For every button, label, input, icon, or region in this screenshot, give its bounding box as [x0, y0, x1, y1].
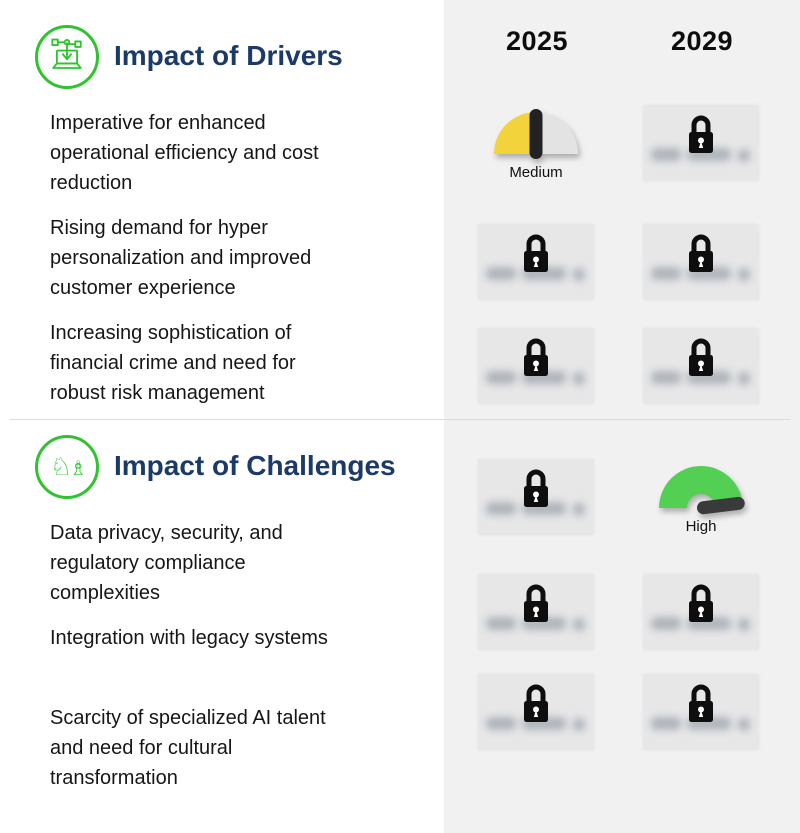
- lock-icon: [689, 115, 713, 153]
- redacted-text-blob: [651, 267, 681, 280]
- locked-cell-drivers-row1-2029[interactable]: [643, 105, 759, 181]
- drivers-section-icon: [35, 25, 99, 89]
- lock-icon: [524, 584, 548, 622]
- gauge-dial-medium: [494, 109, 578, 159]
- column-header-2025: 2025: [505, 26, 569, 56]
- redacted-text-blob: [573, 718, 585, 731]
- gauge-needle: [529, 109, 543, 159]
- locked-cell-drivers-row3-2029[interactable]: [643, 328, 759, 404]
- redacted-text-blob: [651, 148, 681, 161]
- challenges-section-title: Impact of Challenges: [114, 450, 396, 481]
- locked-cell-challenges-row3-2029[interactable]: [643, 674, 759, 750]
- redacted-text-blob: [651, 371, 681, 384]
- redacted-text-blob: [573, 503, 585, 516]
- chess-knight-bishop-icon: ♘♗: [49, 452, 87, 481]
- redacted-text-blob: [573, 372, 585, 385]
- driver-row-2-label: Rising demand for hyper personalization …: [50, 217, 312, 299]
- lock-icon: [524, 469, 548, 507]
- column-header-2029: 2029: [670, 26, 734, 56]
- locked-cell-challenges-row1-2025[interactable]: [478, 459, 594, 535]
- gauge-value-label: High: [685, 518, 717, 535]
- gauge-high-challenges-row1-2029: High: [642, 458, 760, 536]
- driver-row-3-label: Increasing sophistication of financial c…: [50, 322, 296, 404]
- redacted-text-blob: [486, 267, 516, 280]
- driver-row-1-label: Imperative for enhanced operational effi…: [50, 112, 319, 194]
- lock-icon: [689, 584, 713, 622]
- locked-cell-drivers-row3-2025[interactable]: [478, 328, 594, 404]
- redacted-text-blob: [486, 717, 516, 730]
- gauge-needle: [696, 496, 745, 515]
- lock-icon: [689, 684, 713, 722]
- redacted-text-blob: [573, 618, 585, 631]
- redacted-text-blob: [651, 717, 681, 730]
- locked-cell-challenges-row3-2025[interactable]: [478, 674, 594, 750]
- redacted-text-blob: [651, 617, 681, 630]
- locked-cell-challenges-row2-2025[interactable]: [478, 574, 594, 650]
- lock-icon: [524, 684, 548, 722]
- challenge-row-2-label: Integration with legacy systems: [50, 627, 328, 649]
- challenge-row-3-label: Scarcity of specialized AI talent and ne…: [50, 707, 326, 789]
- redacted-text-blob: [486, 371, 516, 384]
- lock-icon: [689, 338, 713, 376]
- lock-icon: [689, 234, 713, 272]
- lock-icon: [524, 338, 548, 376]
- redacted-text-blob: [738, 618, 750, 631]
- redacted-text-blob: [573, 268, 585, 281]
- redacted-text-blob: [738, 718, 750, 731]
- laptop-download-network-icon: [51, 38, 82, 69]
- redacted-text-blob: [738, 149, 750, 162]
- redacted-text-blob: [486, 502, 516, 515]
- locked-cell-drivers-row2-2029[interactable]: [643, 224, 759, 300]
- challenges-section-icon: ♘♗: [35, 435, 99, 499]
- drivers-section-title: Impact of Drivers: [114, 40, 343, 71]
- challenge-row-1-label: Data privacy, security, and regulatory c…: [50, 522, 283, 604]
- gauge-dial-high: [659, 466, 745, 515]
- locked-cell-challenges-row2-2029[interactable]: [643, 574, 759, 650]
- gauge-medium-drivers-row1-2025: Medium: [477, 104, 595, 182]
- lock-icon: [524, 234, 548, 272]
- locked-cell-drivers-row2-2025[interactable]: [478, 224, 594, 300]
- redacted-text-blob: [486, 617, 516, 630]
- section-divider: [10, 419, 790, 420]
- redacted-text-blob: [738, 268, 750, 281]
- redacted-text-blob: [738, 372, 750, 385]
- gauge-value-label: Medium: [509, 164, 563, 181]
